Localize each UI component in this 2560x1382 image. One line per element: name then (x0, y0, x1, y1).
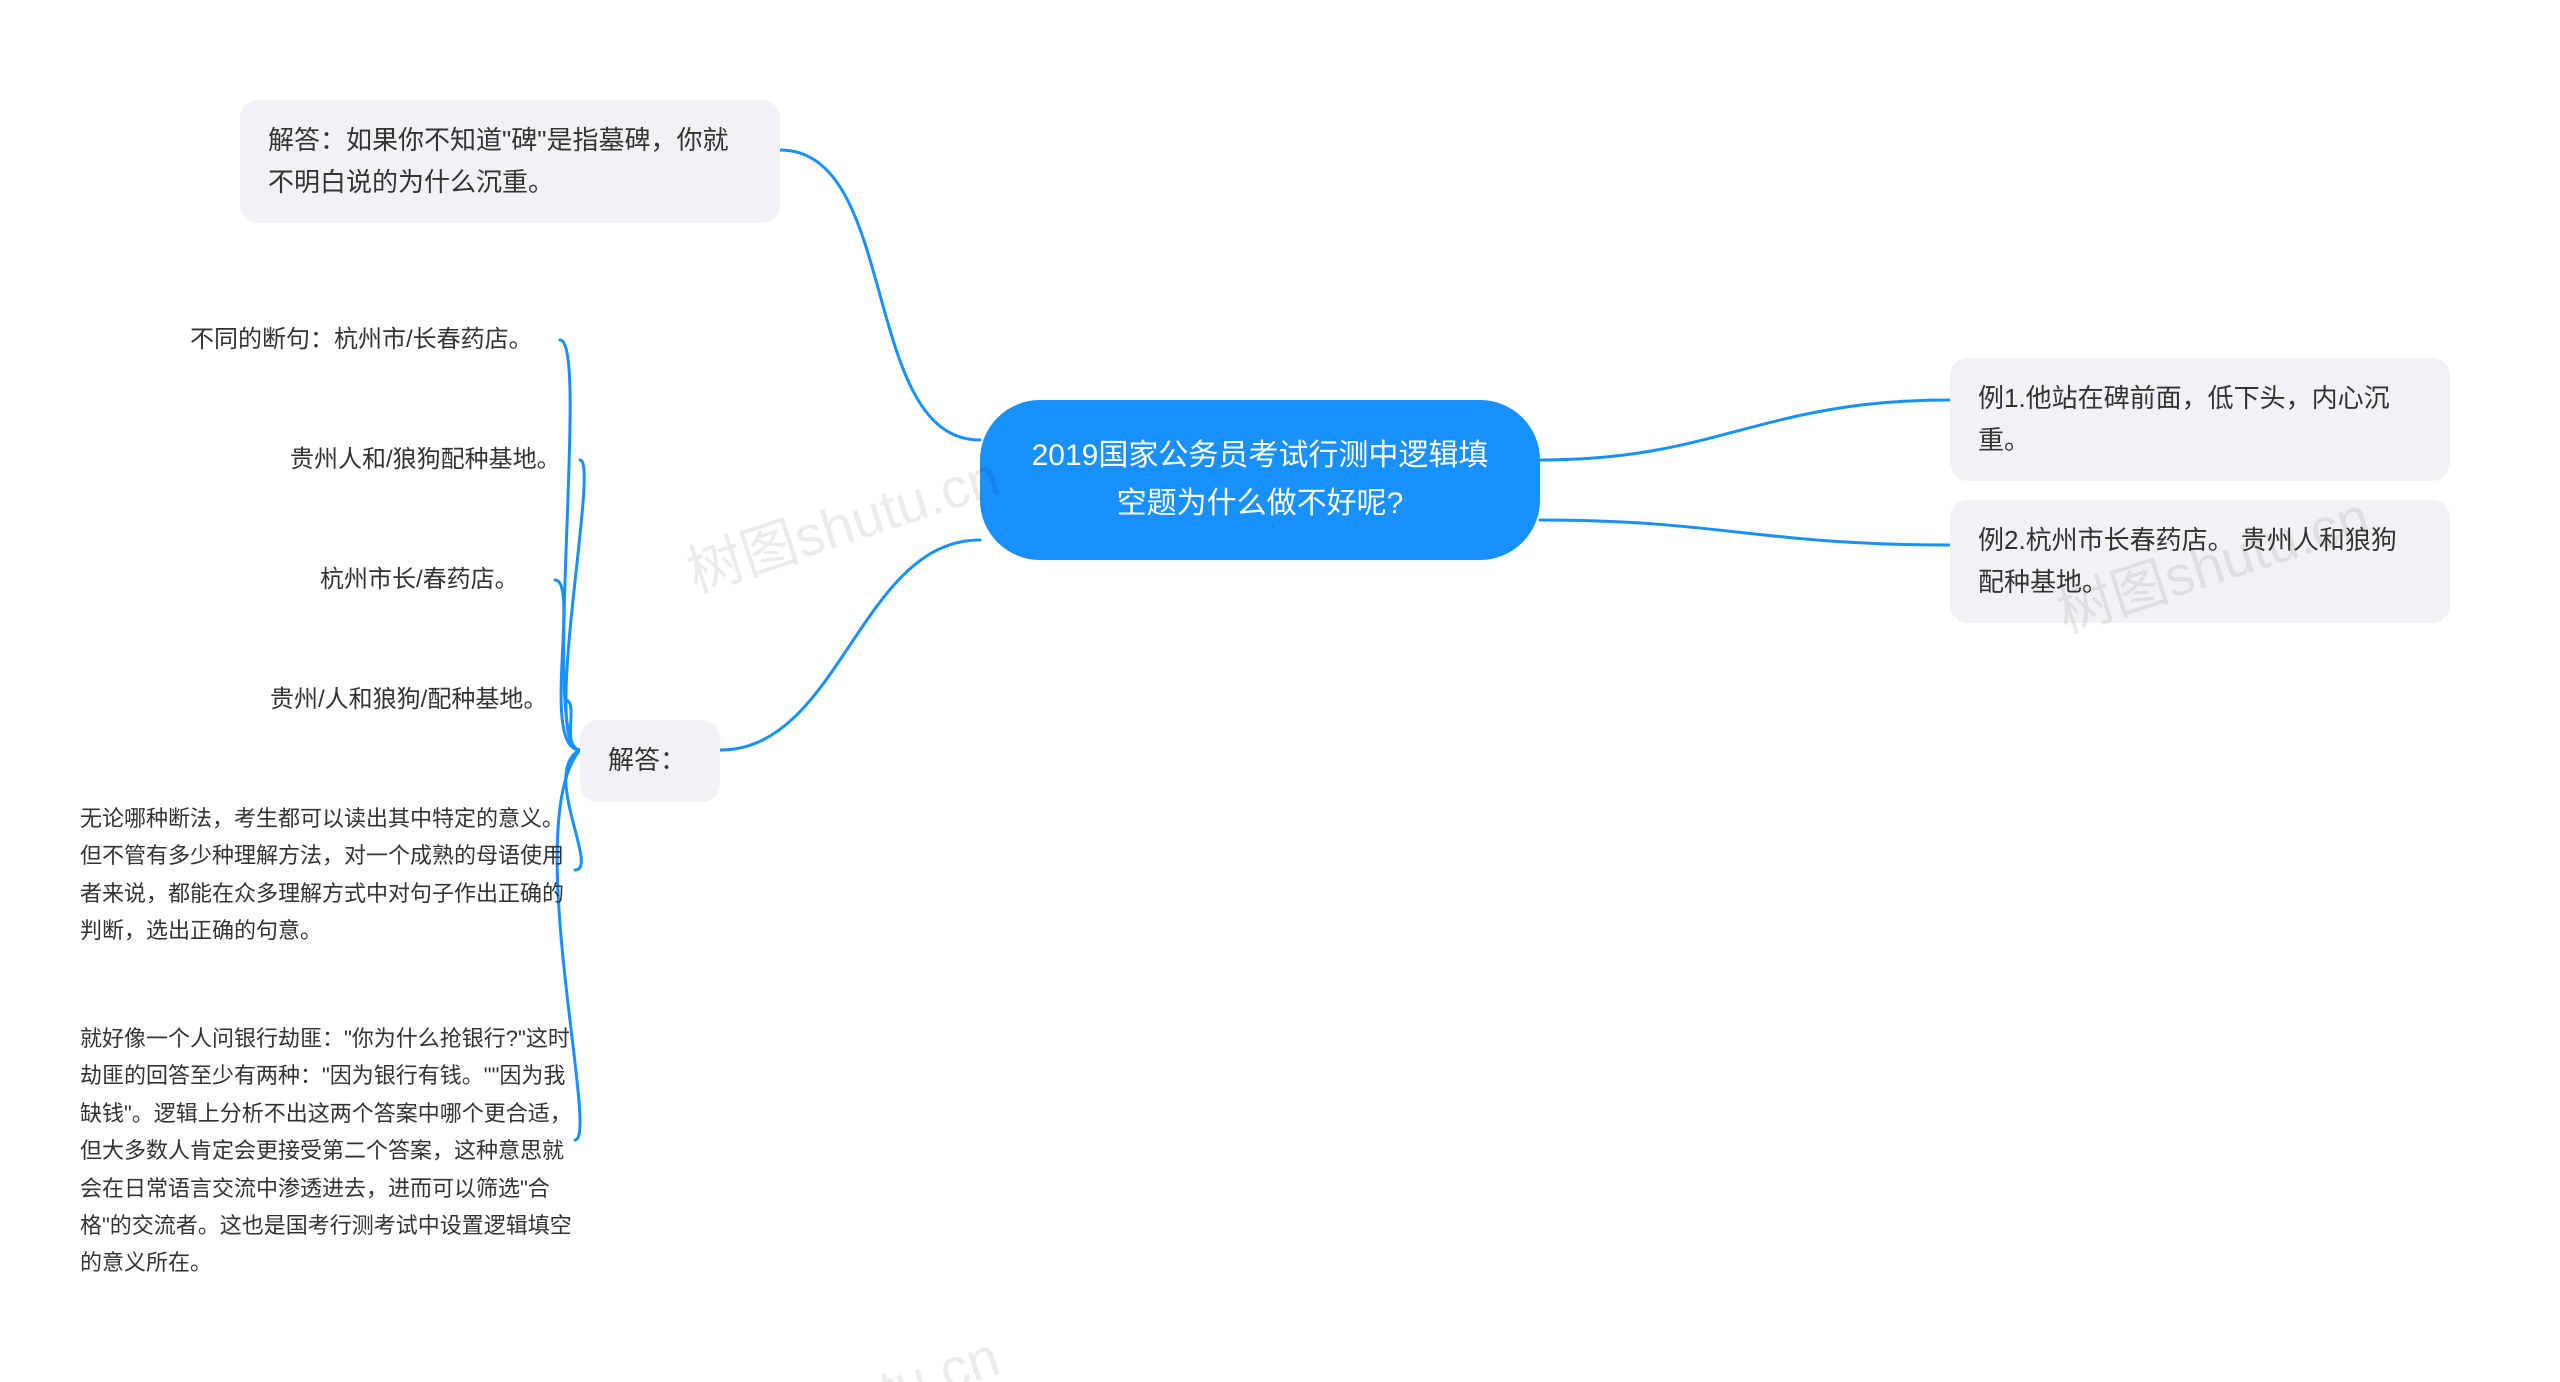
right-node-1: 例2.杭州市长春药店。 贵州人和狼狗配种基地。 (1950, 500, 2450, 623)
left-top-node: 解答：如果你不知道"碑"是指墓碑，你就不明白说的为什么沉重。 (240, 100, 780, 223)
left-top-text: 解答：如果你不知道"碑"是指墓碑，你就不明白说的为什么沉重。 (268, 125, 728, 197)
left-item-5: 就好像一个人问银行劫匪："你为什么抢银行?"这时劫匪的回答至少有两种："因为银行… (80, 1020, 580, 1282)
left-item-3: 贵州/人和狼狗/配种基地。 (270, 680, 570, 721)
left-item-1: 贵州人和/狼狗配种基地。 (290, 440, 590, 481)
right-node-1-text: 例2.杭州市长春药店。 贵州人和狼狗配种基地。 (1978, 525, 2397, 597)
left-item-3-text: 贵州/人和狼狗/配种基地。 (270, 686, 547, 713)
watermark: 树图shutu.cn (675, 1312, 1008, 1382)
left-item-4-text: 无论哪种断法，考生都可以读出其中特定的意义。但不管有多少种理解方法，对一个成熟的… (80, 806, 564, 943)
left-item-0: 不同的断句：杭州市/长春药店。 (190, 320, 570, 361)
root-text: 2019国家公务员考试行测中逻辑填空题为什么做不好呢? (1032, 439, 1489, 520)
answer-label-text: 解答： (608, 745, 686, 775)
right-node-0: 例1.他站在碑前面，低下头，内心沉重。 (1950, 358, 2450, 481)
right-node-0-text: 例1.他站在碑前面，低下头，内心沉重。 (1978, 383, 2390, 455)
left-item-1-text: 贵州人和/狼狗配种基地。 (290, 446, 561, 473)
left-item-2: 杭州市长/春药店。 (320, 560, 560, 601)
watermark: 树图shutu.cn (675, 432, 1008, 609)
left-item-0-text: 不同的断句：杭州市/长春药店。 (190, 326, 533, 353)
answer-label-node: 解答： (580, 720, 720, 802)
root-node: 2019国家公务员考试行测中逻辑填空题为什么做不好呢? (980, 400, 1540, 560)
left-item-2-text: 杭州市长/春药店。 (320, 566, 519, 593)
left-item-4: 无论哪种断法，考生都可以读出其中特定的意义。但不管有多少种理解方法，对一个成熟的… (80, 800, 580, 950)
left-item-5-text: 就好像一个人问银行劫匪："你为什么抢银行?"这时劫匪的回答至少有两种："因为银行… (80, 1026, 572, 1275)
